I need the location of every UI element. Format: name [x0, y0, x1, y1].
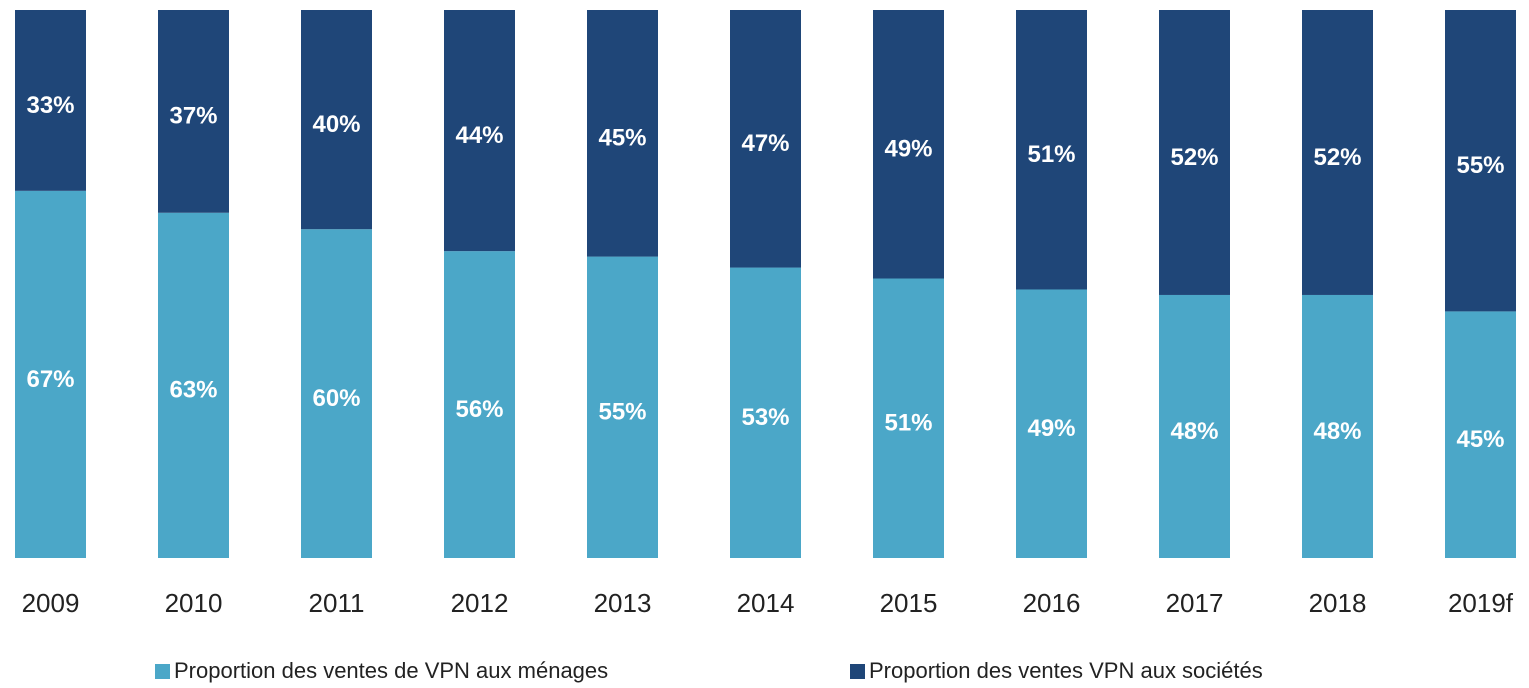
x-tick-label: 2017: [1166, 588, 1224, 618]
data-label: 63%: [169, 377, 217, 404]
bar-segment: [873, 10, 944, 279]
bar-segment: [158, 212, 229, 558]
x-tick-label: 2009: [22, 588, 80, 618]
data-label: 51%: [884, 410, 932, 437]
x-tick-label: 2011: [309, 588, 365, 618]
bar-segment: [15, 10, 86, 191]
bar-segment: [1016, 10, 1087, 290]
data-label: 49%: [1027, 415, 1075, 442]
bar-segment: [158, 10, 229, 213]
x-tick-label: 2014: [737, 588, 795, 618]
data-label: 33%: [26, 92, 74, 119]
bar-segment: [730, 10, 801, 268]
data-label: 49%: [884, 136, 932, 163]
data-label: 67%: [26, 366, 74, 393]
legend-label: Proportion des ventes VPN aux sociétés: [869, 658, 1263, 683]
bar-segment: [1445, 10, 1516, 312]
bar-segment: [301, 10, 372, 230]
data-label: 60%: [312, 385, 360, 412]
bar-segment: [1016, 289, 1087, 558]
bar-segment: [1159, 10, 1230, 295]
legend-swatch: [155, 664, 170, 679]
x-tick-label: 2012: [451, 588, 509, 618]
x-tick-label: 2013: [594, 588, 652, 618]
bar-segment: [1159, 294, 1230, 558]
data-label: 37%: [169, 103, 217, 130]
x-tick-label: 2019f: [1448, 588, 1514, 618]
data-label: 47%: [741, 130, 789, 157]
data-label: 45%: [1456, 426, 1504, 453]
data-label: 53%: [741, 404, 789, 431]
x-tick-label: 2018: [1309, 588, 1367, 618]
legend-swatch: [850, 664, 865, 679]
x-tick-label: 2015: [880, 588, 938, 618]
data-label: 55%: [598, 399, 646, 426]
data-label: 52%: [1170, 144, 1218, 171]
bar-segment: [873, 278, 944, 558]
bar-segment: [1445, 311, 1516, 558]
bar-segment: [15, 190, 86, 558]
bar-segment: [444, 10, 515, 252]
bar-segment: [444, 251, 515, 558]
bar-segment: [1302, 10, 1373, 295]
data-label: 44%: [455, 122, 503, 149]
bar-segment: [301, 229, 372, 558]
bar-segment: [730, 267, 801, 558]
legend-label: Proportion des ventes de VPN aux ménages: [174, 658, 608, 683]
data-label: 48%: [1170, 418, 1218, 445]
bar-segment: [587, 256, 658, 558]
data-label: 55%: [1456, 152, 1504, 179]
bar-segment: [1302, 294, 1373, 558]
data-label: 40%: [312, 111, 360, 138]
data-label: 52%: [1313, 144, 1361, 171]
data-label: 48%: [1313, 418, 1361, 445]
x-tick-label: 2016: [1023, 588, 1081, 618]
x-tick-label: 2010: [165, 588, 223, 618]
data-label: 56%: [455, 396, 503, 423]
data-label: 51%: [1027, 141, 1075, 168]
data-label: 45%: [598, 125, 646, 152]
bar-segment: [587, 10, 658, 257]
